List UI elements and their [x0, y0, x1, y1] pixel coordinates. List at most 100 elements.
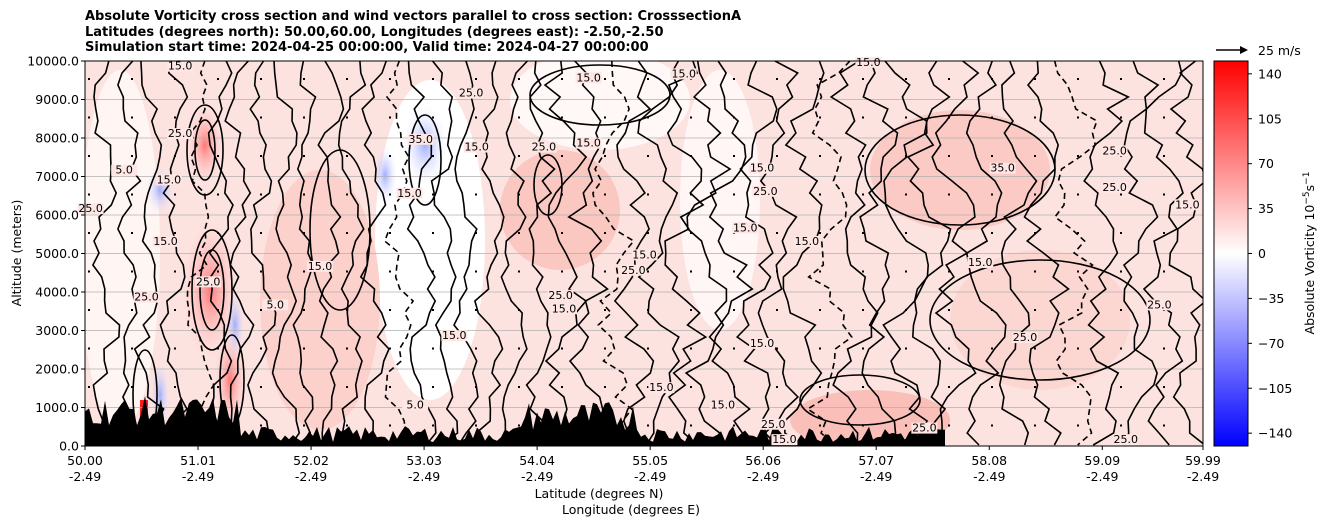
- wind-vector: [174, 309, 176, 311]
- contour-line: [117, 61, 144, 446]
- contour-loop: [529, 64, 671, 126]
- wind-vector: [948, 116, 950, 119]
- wind-vector: [131, 270, 133, 273]
- colorbar-ticks: 140 105 70 35 0 −35 −70 −105 −140: [1248, 66, 1292, 441]
- contour-label-bg: [709, 399, 736, 411]
- contour-line: [359, 61, 390, 446]
- contour-line: [1083, 61, 1131, 446]
- contour-label-bg: [1012, 332, 1039, 344]
- x-tick-label-lon: -2.49: [182, 469, 214, 484]
- wind-vector: [604, 232, 606, 234]
- wind-vector: [948, 386, 950, 388]
- wind-vector: [690, 232, 692, 234]
- x-tick-label-lat: 52.02: [293, 453, 329, 468]
- contour-label: 25.0: [621, 264, 646, 277]
- contour-label-bg: [620, 264, 647, 276]
- wind-vector: [733, 193, 735, 196]
- wind-vector: [174, 270, 176, 273]
- x-tick-label-lon: -2.49: [973, 469, 1005, 484]
- wind-vector: [819, 386, 821, 388]
- contour-loop: [199, 249, 225, 331]
- contour-label: 15.0: [968, 256, 993, 269]
- wind-vector: [690, 424, 692, 427]
- wind-vector: [948, 309, 950, 311]
- contour-loop: [408, 114, 442, 206]
- contour-label: 25.0: [1102, 181, 1127, 194]
- wind-vector: [88, 193, 90, 196]
- wind-vector: [819, 232, 821, 234]
- wind-vector: [1163, 193, 1165, 196]
- wind-vector: [217, 193, 219, 196]
- contour-label-bg: [967, 257, 994, 269]
- wind-vector: [174, 386, 176, 388]
- contour-label: 25.0: [1147, 298, 1172, 311]
- contour-line: [406, 61, 437, 446]
- wind-vector: [647, 155, 649, 157]
- contour-label-bg: [793, 235, 820, 247]
- x-tick-label-lat: 53.03: [406, 453, 442, 468]
- wind-vector: [862, 78, 864, 80]
- reference-vector-arrow-icon: [1216, 46, 1248, 54]
- wind-vector: [217, 78, 219, 80]
- wind-vector: [733, 424, 735, 427]
- wind-vector: [1163, 347, 1165, 350]
- wind-vector: [432, 309, 434, 311]
- wind-vector: [131, 116, 133, 119]
- wind-vector: [561, 347, 563, 350]
- wind-vector: [905, 347, 907, 350]
- wind-vector: [346, 270, 348, 273]
- wind-vector: [1077, 78, 1079, 80]
- wind-vector: [776, 116, 778, 119]
- wind-vector: [1120, 193, 1122, 196]
- wind-vector: [776, 78, 778, 80]
- contour-label: 25.0: [168, 127, 193, 140]
- wind-vector: [174, 232, 176, 234]
- wind-vector: [1077, 309, 1079, 311]
- y-axis: 0.0 1000.0 2000.0 3000.0 4000.0 5000.0 6000.0 7…: [27, 54, 85, 454]
- wind-vector: [647, 78, 649, 80]
- wind-vector: [475, 309, 477, 311]
- wind-vector: [561, 386, 563, 388]
- wind-vector: [475, 193, 477, 196]
- wind-vector: [1120, 386, 1122, 388]
- wind-vector: [389, 116, 391, 119]
- contour-line: [965, 61, 1007, 446]
- contour-line: [91, 61, 121, 446]
- contour-loop: [533, 154, 563, 216]
- contour-label-bg: [575, 72, 602, 84]
- wind-vector: [432, 193, 434, 196]
- wind-vector: [174, 424, 176, 427]
- x-tick-label-lon: -2.49: [1086, 469, 1118, 484]
- wind-vector: [260, 309, 262, 311]
- wind-vector: [432, 347, 434, 350]
- wind-vector: [389, 232, 391, 234]
- contour-label: 25.0: [459, 87, 484, 100]
- contour-line: [1168, 61, 1203, 445]
- contour-label-bg: [307, 260, 334, 272]
- wind-vector: [1077, 116, 1079, 119]
- wind-vector: [690, 386, 692, 388]
- wind-vector: [733, 347, 735, 350]
- x-tick-label-lat: 59.09: [1084, 453, 1120, 468]
- wind-vector: [217, 309, 219, 311]
- wind-vector: [217, 155, 219, 157]
- contour-label-bg: [1101, 145, 1128, 157]
- wind-vector: [604, 347, 606, 350]
- contour-label: 15.0: [576, 71, 601, 84]
- vorticity-contour-lines: [91, 61, 1203, 446]
- wind-vector: [905, 116, 907, 119]
- wind-vector: [518, 270, 520, 273]
- wind-vector: [475, 424, 477, 427]
- contour-label-bg: [1174, 199, 1201, 211]
- wind-vector: [776, 232, 778, 234]
- wind-vector: [862, 155, 864, 157]
- wind-vector: [217, 347, 219, 350]
- wind-vector: [991, 78, 993, 80]
- contour-label: 15.0: [442, 329, 467, 342]
- wind-vector: [131, 386, 133, 388]
- wind-vector: [948, 78, 950, 80]
- contour-label: 5.0: [267, 298, 285, 311]
- contour-label-bg: [441, 330, 468, 342]
- wind-vector: [389, 270, 391, 273]
- contour-label: 15.0: [772, 433, 797, 446]
